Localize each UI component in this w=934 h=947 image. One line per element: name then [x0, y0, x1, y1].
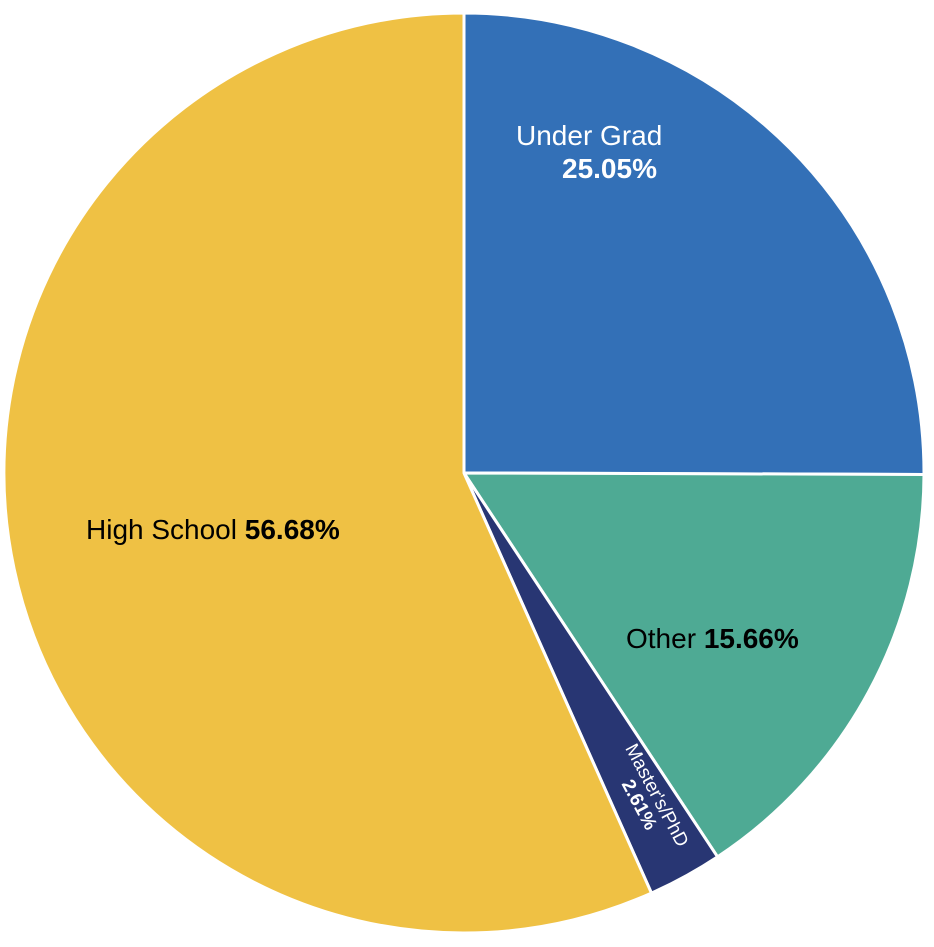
label-under-grad-value: 25.05% — [562, 153, 657, 184]
label-under-grad-name: Under Grad — [516, 120, 662, 151]
pie-slices — [2, 11, 926, 935]
label-other-value: 15.66% — [704, 623, 799, 654]
pie-labels: Under Grad 25.05%Other 15.66%Master's/PhD… — [86, 120, 799, 851]
label-other: Other 15.66% — [626, 623, 799, 654]
label-high-school: High School 56.68% — [86, 514, 340, 545]
pie-slice-other — [462, 471, 926, 859]
label-other-name: Other — [626, 623, 704, 654]
label-under-grad: Under Grad 25.05% — [516, 120, 662, 184]
pie-slice-high-school — [2, 11, 653, 935]
label-high-school-name: High School — [86, 514, 245, 545]
pie-slice-under-grad — [462, 11, 926, 476]
label-high-school-value: 56.68% — [245, 514, 340, 545]
